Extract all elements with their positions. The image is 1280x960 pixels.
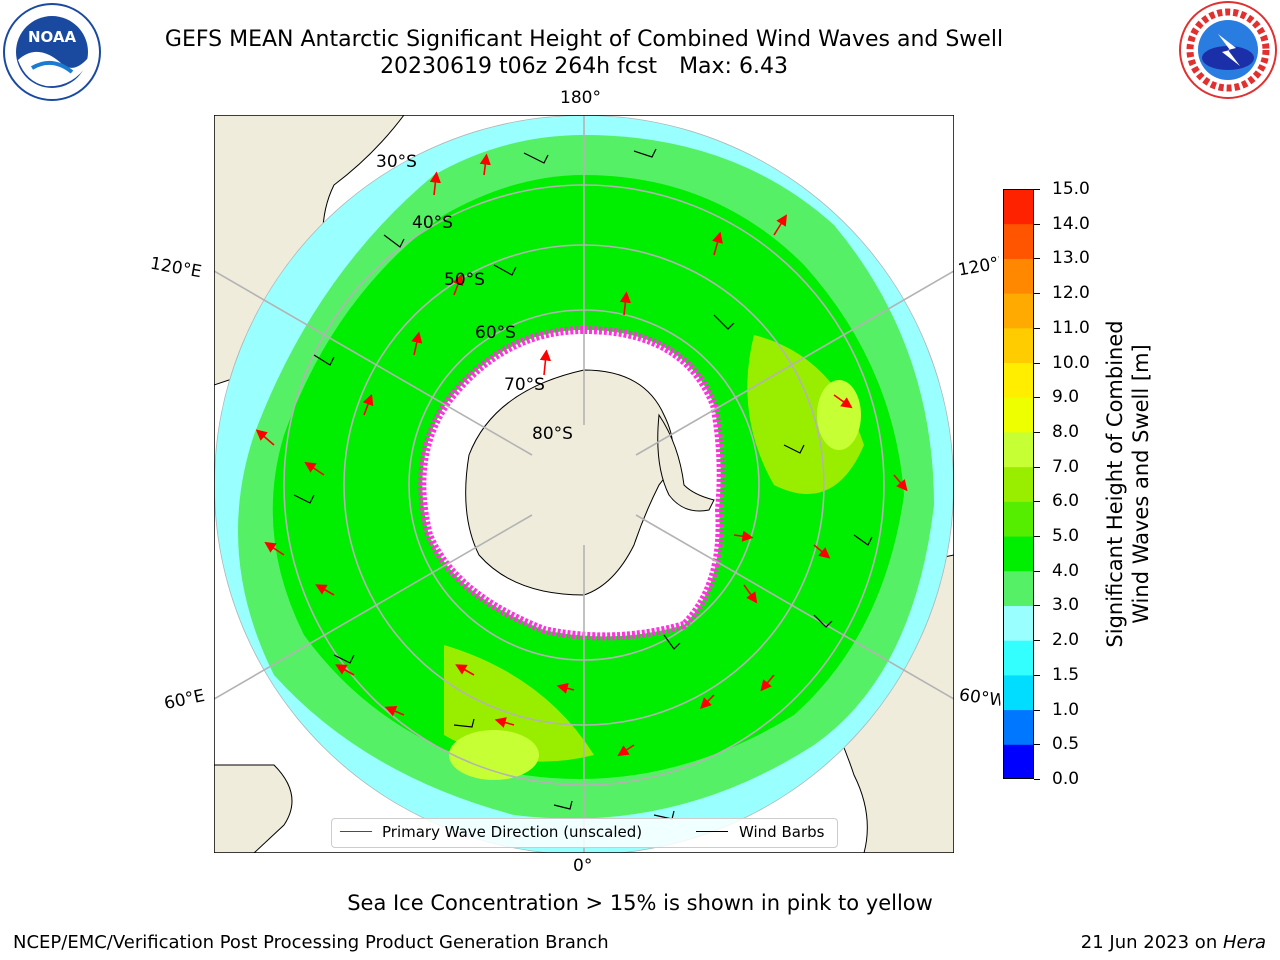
colorbar-tick-label: 1.5 [1052,664,1080,685]
antarctic-peninsula [657,413,715,512]
lat-label-70s: 70°S [504,375,545,395]
colorbar-tick-mark [1034,570,1040,572]
wave-direction-legend-label: Primary Wave Direction (unscaled) [382,823,643,841]
colorbar-label-line1: Significant Height of Combined [1103,320,1127,648]
colorbar-tick-label: 14.0 [1052,213,1090,234]
lat-label-80s: 80°S [532,424,573,444]
noaa-logo-icon: NOAA [3,3,101,101]
colorbar-tick-mark [1034,501,1040,503]
colorbar-tick-mark [1034,362,1040,364]
production-date-text: 21 Jun 2023 on [1080,932,1223,953]
wind-barbs-legend-swatch [696,831,728,832]
colorbar-segment [1003,570,1034,606]
colorbar-tick-mark [1034,709,1040,711]
producer-credit: NCEP/EMC/Verification Post Processing Pr… [13,932,609,953]
colorbar-tick-mark [1034,327,1040,329]
colorbar-segment [1003,293,1034,329]
nws-logo-icon [1179,1,1277,99]
colorbar-tick-mark [1034,258,1040,260]
colorbar-segment [1003,189,1034,225]
colorbar-tick-label: 5.0 [1052,526,1080,547]
wave-direction-legend-swatch [340,831,372,832]
colorbar-tick-mark [1034,223,1040,225]
colorbar-segment [1003,744,1034,779]
longitude-gridlines [214,115,954,853]
colorbar-tick-mark [1034,744,1040,746]
colorbar-segment [1003,709,1034,745]
production-date: 21 Jun 2023 on Hera [1081,932,1266,953]
wave-field-peak [449,730,539,780]
colorbar-tick-mark [1034,189,1040,190]
colorbar-tick-label: 10.0 [1052,352,1090,373]
colorbar-tick-label: 11.0 [1052,317,1090,338]
colorbar-tick-label: 1.0 [1052,699,1080,720]
colorbar-tick-label: 6.0 [1052,491,1080,512]
colorbar-tick-label: 15.0 [1052,179,1090,199]
colorbar-segment [1003,397,1034,433]
colorbar-label: Significant Height of Combined Wind Wave… [1102,320,1154,647]
wave-field-peak [817,380,861,450]
lon-label-60e: 60°E [162,685,207,715]
wind-barbs-legend-label: Wind Barbs [739,823,825,841]
colorbar-tick-mark [1034,674,1040,676]
colorbar-tick-mark [1034,397,1040,399]
colorbar-label-line2: Wind Waves and Swell [m] [1129,344,1153,624]
wave-direction-arrows [255,153,908,757]
noaa-logo-text: NOAA [28,28,77,46]
colorbar-tick-label: 2.0 [1052,630,1080,651]
colorbar-tick-mark [1034,431,1040,433]
colorbar-segment [1003,536,1034,572]
lon-label-120e: 120°E [148,253,204,283]
colorbar-tick-mark [1034,605,1040,607]
colorbar-segment [1003,640,1034,676]
colorbar-tick-label: 9.0 [1052,387,1080,408]
antarctic-wave-map [214,115,954,853]
colorbar-tick-mark [1034,640,1040,642]
colorbar-segment [1003,466,1034,502]
colorbar-tick-mark [1034,779,1040,780]
colorbar-segment [1003,327,1034,364]
lat-label-50s: 50°S [444,270,485,290]
colorbar-tick-mark [1034,536,1040,538]
lat-label-60s: 60°S [475,323,516,343]
colorbar-tick-label: 8.0 [1052,421,1080,442]
lon-label-120w: 120°W [956,253,1002,281]
colorbar-tick-label: 13.0 [1052,248,1090,269]
wave-field-band-high [747,335,864,494]
sea-ice-note: Sea Ice Concentration > 15% is shown in … [347,891,933,915]
wave-height-colorbar [1003,189,1034,779]
wind-barbs [293,148,873,820]
lat-label-30s: 30°S [376,152,417,172]
colorbar-tick-label: 0.5 [1052,734,1080,755]
colorbar-tick-label: 12.0 [1052,283,1090,304]
lon-label-60w: 60°W [957,685,1003,711]
colorbar-segment [1003,362,1034,398]
machine-name: Hera [1222,932,1266,953]
colorbar-tick-mark [1034,466,1040,468]
colorbar-segment [1003,605,1034,641]
lon-label-0: 0° [573,856,593,876]
antarctica-landmass [465,369,674,596]
colorbar-segment [1003,223,1034,259]
colorbar-tick-mark [1034,293,1040,295]
map-title: GEFS MEAN Antarctic Significant Height o… [164,27,1004,52]
map-legend: Primary Wave Direction (unscaled) Wind B… [331,818,838,848]
max-value: Max: 6.43 [679,54,788,79]
map-subtitle: 20230619 t06z 264h fcst Max: 6.43 [0,54,1168,79]
africa-landmass [214,764,293,853]
colorbar-segment [1003,501,1034,537]
colorbar-segment [1003,674,1034,711]
colorbar-segment [1003,431,1034,468]
colorbar-tick-label: 4.0 [1052,560,1080,581]
colorbar-tick-label: 3.0 [1052,595,1080,616]
lon-label-180: 180° [560,88,601,108]
forecast-date: 20230619 t06z 264h fcst [380,54,658,79]
lat-label-40s: 40°S [412,213,453,233]
colorbar-tick-label: 0.0 [1052,769,1080,789]
colorbar-tick-label: 7.0 [1052,456,1080,477]
colorbar-segment [1003,258,1034,294]
